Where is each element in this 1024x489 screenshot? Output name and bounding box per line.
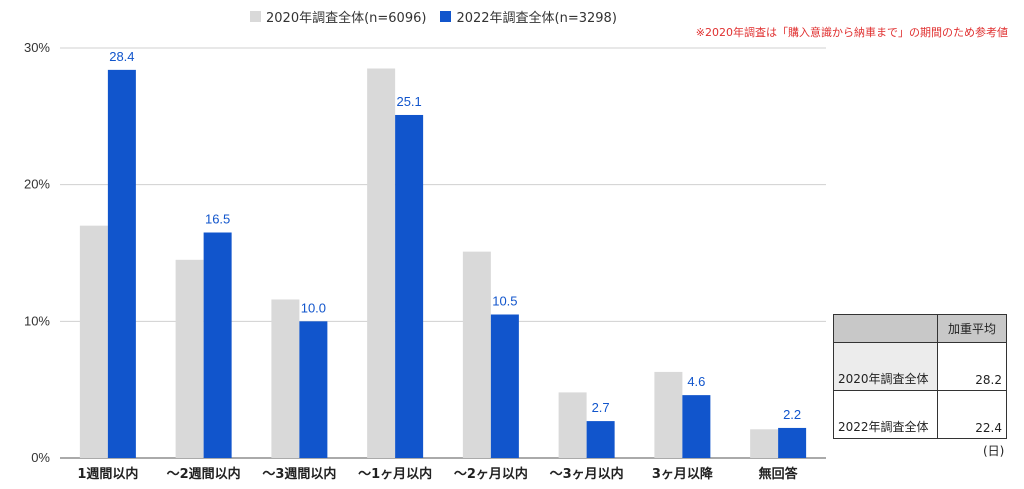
data-label: 28.4 bbox=[109, 49, 134, 64]
table-row-value: 28.2 bbox=[937, 342, 1007, 391]
x-category-label: 1週間以内 bbox=[77, 466, 138, 482]
data-label: 2.2 bbox=[783, 407, 801, 422]
x-category-label: 〜2週間以内 bbox=[167, 466, 241, 482]
legend-item-2022: 2022年調査全体(n=3298) bbox=[440, 7, 617, 26]
reference-note: ※2020年調査は「購入意識から納車まで」の期間のため参考値 bbox=[695, 26, 1008, 39]
legend-swatch-2022 bbox=[440, 11, 452, 22]
table-header-row: 加重平均 bbox=[833, 314, 1007, 343]
bar-2020 bbox=[750, 429, 779, 458]
x-category-label: 〜2ヶ月以内 bbox=[454, 466, 528, 482]
x-category-label: 〜3ヶ月以内 bbox=[550, 466, 624, 482]
data-label: 4.6 bbox=[687, 374, 705, 389]
unit-label: (日) bbox=[983, 444, 1005, 458]
table-row-value: 22.4 bbox=[937, 390, 1007, 439]
y-tick-label: 0% bbox=[31, 450, 50, 465]
table-header-weighted-average: 加重平均 bbox=[937, 314, 1007, 343]
bar-2022 bbox=[586, 421, 615, 458]
x-category-label: 〜3週間以内 bbox=[262, 466, 336, 482]
data-label: 10.5 bbox=[492, 294, 517, 309]
table-row: 2022年調査全体 22.4 bbox=[833, 390, 1007, 439]
y-tick-label: 30% bbox=[24, 40, 50, 55]
table-header-blank bbox=[833, 314, 938, 343]
bar-2022 bbox=[299, 321, 328, 458]
bar-2022 bbox=[682, 395, 711, 458]
legend-item-2020: 2020年調査全体(n=6096) bbox=[250, 7, 426, 26]
bar-2020 bbox=[79, 225, 108, 458]
data-label: 2.7 bbox=[592, 400, 610, 415]
bar-2020 bbox=[654, 371, 683, 458]
bar-2022 bbox=[778, 427, 807, 458]
y-tick-label: 10% bbox=[24, 313, 50, 328]
bar-2020 bbox=[462, 251, 491, 458]
x-category-label: 3ヶ月以降 bbox=[652, 466, 714, 482]
data-label: 25.1 bbox=[396, 94, 421, 109]
bar-2020 bbox=[271, 299, 300, 458]
y-tick-label: 20% bbox=[24, 177, 50, 192]
table-row-label: 2022年調査全体 bbox=[833, 390, 938, 439]
legend-label-2022: 2022年調査全体(n=3298) bbox=[456, 11, 617, 26]
table-row: 2020年調査全体 28.2 bbox=[833, 342, 1007, 391]
data-label: 10.0 bbox=[301, 300, 326, 315]
bar-2020 bbox=[558, 392, 587, 458]
chart-legend: 2020年調査全体(n=6096) 2022年調査全体(n=3298) bbox=[250, 7, 631, 26]
weighted-average-table: 加重平均 2020年調査全体 28.2 2022年調査全体 22.4 bbox=[833, 314, 1007, 439]
bar-2022 bbox=[395, 114, 424, 458]
bar-2020 bbox=[175, 259, 204, 458]
bar-2022 bbox=[107, 69, 136, 458]
data-label: 16.5 bbox=[205, 212, 230, 227]
legend-label-2020: 2020年調査全体(n=6096) bbox=[266, 11, 427, 26]
x-category-label: 〜1ヶ月以内 bbox=[358, 466, 432, 482]
legend-swatch-2020 bbox=[250, 11, 261, 22]
table-row-label: 2020年調査全体 bbox=[833, 342, 938, 391]
bar-2022 bbox=[490, 314, 519, 458]
x-category-label: 無回答 bbox=[759, 466, 799, 482]
bar-2022 bbox=[203, 232, 232, 458]
bar-2020 bbox=[367, 68, 396, 458]
